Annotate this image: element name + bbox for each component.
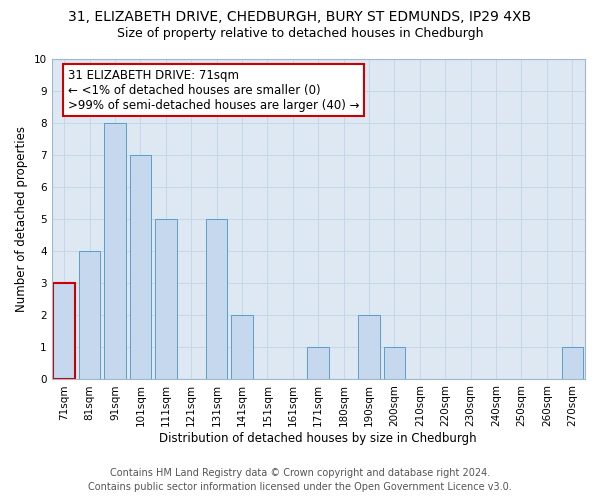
Text: Contains HM Land Registry data © Crown copyright and database right 2024.
Contai: Contains HM Land Registry data © Crown c… bbox=[88, 468, 512, 492]
Text: 31 ELIZABETH DRIVE: 71sqm
← <1% of detached houses are smaller (0)
>99% of semi-: 31 ELIZABETH DRIVE: 71sqm ← <1% of detac… bbox=[68, 68, 359, 112]
X-axis label: Distribution of detached houses by size in Chedburgh: Distribution of detached houses by size … bbox=[160, 432, 477, 445]
Bar bbox=[79, 252, 100, 380]
Bar bbox=[206, 219, 227, 380]
Bar bbox=[130, 155, 151, 380]
Bar bbox=[104, 123, 126, 380]
Bar bbox=[231, 316, 253, 380]
Bar bbox=[358, 316, 380, 380]
Bar bbox=[53, 284, 75, 380]
Text: 31, ELIZABETH DRIVE, CHEDBURGH, BURY ST EDMUNDS, IP29 4XB: 31, ELIZABETH DRIVE, CHEDBURGH, BURY ST … bbox=[68, 10, 532, 24]
Bar bbox=[155, 219, 176, 380]
Bar bbox=[383, 348, 405, 380]
Bar bbox=[562, 348, 583, 380]
Y-axis label: Number of detached properties: Number of detached properties bbox=[15, 126, 28, 312]
Text: Size of property relative to detached houses in Chedburgh: Size of property relative to detached ho… bbox=[117, 28, 483, 40]
Bar bbox=[307, 348, 329, 380]
